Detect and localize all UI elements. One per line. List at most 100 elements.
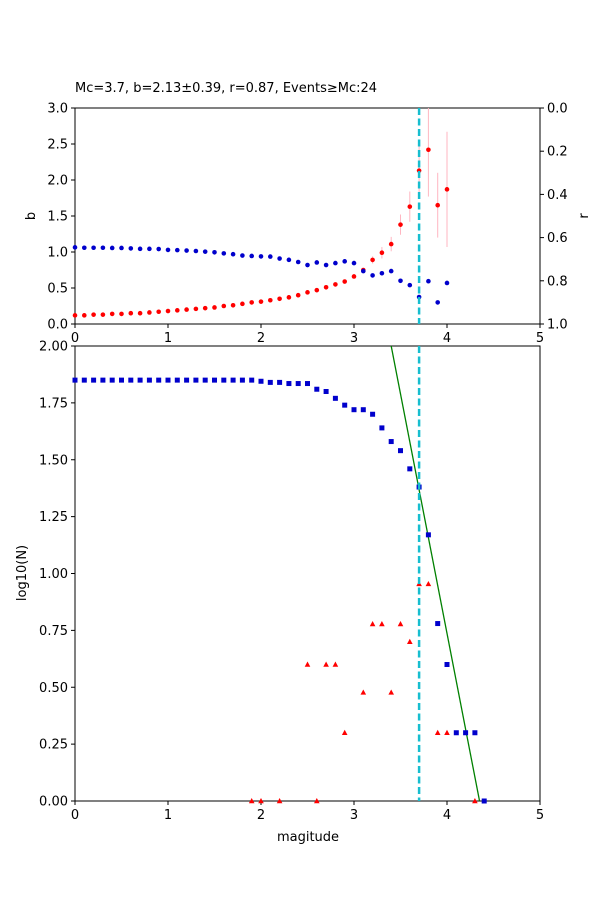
top-r-point xyxy=(277,256,282,261)
top-y2-axis-title: r xyxy=(577,213,592,219)
bottom-y-tick-label: 1.50 xyxy=(39,453,68,468)
top-b-point xyxy=(100,312,106,317)
top-b-point xyxy=(249,300,254,305)
top-r-point xyxy=(249,253,254,259)
top-b-point xyxy=(342,279,348,284)
bottom-noncumulative-point xyxy=(360,689,367,695)
top-b-point xyxy=(370,257,375,263)
top-r-point xyxy=(230,251,236,257)
top-b-point xyxy=(184,307,189,312)
top-b-point xyxy=(119,311,124,317)
top-b-point xyxy=(379,250,385,256)
bottom-cumulative-point xyxy=(398,448,403,454)
top-y-tick-label: 1.5 xyxy=(47,210,68,225)
top-r-point xyxy=(137,246,143,252)
top-r-point xyxy=(165,247,171,253)
bottom-cumulative-point xyxy=(184,377,190,383)
bottom-y-tick-label: 0.00 xyxy=(39,795,68,810)
top-r-point xyxy=(128,246,134,251)
top-b-point xyxy=(314,287,320,293)
top-b-point xyxy=(295,292,301,298)
top-y-tick-label: 2.5 xyxy=(47,138,68,153)
bottom-cumulative-point xyxy=(305,381,310,387)
bottom-cumulative-point xyxy=(425,532,431,538)
top-x-tick-label: 1 xyxy=(164,331,172,346)
bottom-noncumulative-point xyxy=(379,621,385,627)
top-b-point xyxy=(165,308,171,314)
bottom-cumulative-point xyxy=(314,386,320,392)
top-b-point xyxy=(305,290,310,295)
bottom-noncumulative-point xyxy=(314,798,320,804)
bottom-noncumulative-point xyxy=(248,798,255,804)
bottom-fit-line xyxy=(390,346,481,801)
top-b-point xyxy=(435,202,441,208)
top-r-point xyxy=(333,260,338,266)
top-r-point xyxy=(361,268,366,274)
top-r-point xyxy=(221,251,227,256)
top-r-point xyxy=(342,259,348,264)
top-y-tick-label: 2.0 xyxy=(47,174,68,189)
bottom-cumulative-point xyxy=(100,377,106,383)
top-r-point xyxy=(100,245,106,251)
bottom-cumulative-point xyxy=(481,798,487,804)
bottom-cumulative-point xyxy=(258,378,264,384)
top-r-point xyxy=(370,273,375,278)
bottom-cumulative-point xyxy=(360,407,366,413)
bottom-noncumulative-point xyxy=(407,638,413,644)
top-b-point xyxy=(444,187,450,192)
top-b-point xyxy=(388,241,394,247)
top-r-point xyxy=(435,300,441,305)
bottom-cumulative-point xyxy=(165,377,171,383)
top-b-point xyxy=(398,222,403,227)
bottom-noncumulative-point xyxy=(276,798,283,804)
bottom-y-tick-label: 0.50 xyxy=(39,681,68,696)
top-b-point xyxy=(277,296,282,302)
top-r-point xyxy=(388,268,394,274)
bottom-cumulative-point xyxy=(156,377,162,383)
bottom-cumulative-point xyxy=(221,377,227,383)
top-y2-tick-label: 0.2 xyxy=(547,145,568,160)
top-y2-tick-label: 0.8 xyxy=(547,274,568,289)
top-b-point xyxy=(323,284,329,290)
bottom-cumulative-point xyxy=(286,381,292,387)
top-r-point xyxy=(305,262,310,268)
top-b-point xyxy=(212,305,217,310)
top-panel: Mc=3.7, b=2.13±0.39, r=0.87, Events≥Mc:2… xyxy=(24,81,592,346)
top-b-point xyxy=(351,274,357,279)
bottom-cumulative-point xyxy=(212,377,217,383)
bottom-cumulative-point xyxy=(239,377,245,383)
top-b-point xyxy=(156,309,161,315)
top-b-point xyxy=(147,310,152,315)
bottom-cumulative-point xyxy=(472,730,478,736)
bottom-y-tick-label: 2.00 xyxy=(39,340,68,355)
top-b-point xyxy=(426,147,431,153)
top-b-point xyxy=(109,311,115,317)
bottom-cumulative-point xyxy=(379,425,385,431)
bottom-y-tick-label: 1.25 xyxy=(39,510,68,525)
top-x-tick-label: 4 xyxy=(443,331,451,346)
top-r-point xyxy=(240,253,245,258)
top-b-point xyxy=(333,282,338,287)
top-r-point xyxy=(295,259,301,265)
bottom-cumulative-point xyxy=(351,407,357,413)
top-axes: 0 1 2 3 4 5 0.0 0.5 1.0 1.5 2.0 2.5 3.0 0.0 0.2 0.4 0.6 0… xyxy=(47,102,567,347)
top-r-point xyxy=(314,260,320,265)
top-b-point xyxy=(82,313,87,318)
bottom-cumulative-point xyxy=(119,377,124,383)
bottom-cumulative-point xyxy=(332,395,338,401)
bottom-y-tick-label: 0.75 xyxy=(39,624,68,639)
bottom-cumulative-point xyxy=(295,381,301,387)
bottom-data-marks xyxy=(72,346,487,804)
top-x-tick-label: 5 xyxy=(536,331,544,346)
top-b-point xyxy=(230,302,236,308)
bottom-noncumulative-point xyxy=(425,580,432,587)
top-b-point xyxy=(137,310,143,316)
bottom-noncumulative-point xyxy=(434,729,441,735)
bottom-cumulative-point xyxy=(128,377,134,383)
bottom-cumulative-point xyxy=(81,377,87,383)
top-r-point xyxy=(268,254,273,259)
top-y2-tick-label: 0.0 xyxy=(547,102,568,117)
top-b-point xyxy=(240,301,245,307)
bottom-x-tick-label: 3 xyxy=(350,808,358,823)
